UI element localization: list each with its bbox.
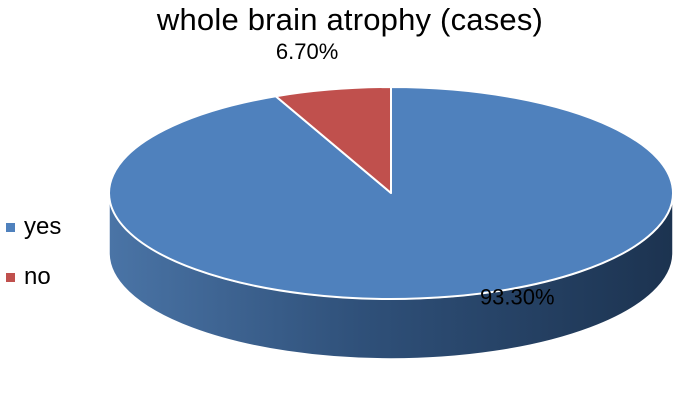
pie-data-labels: 93.30% 6.70% xyxy=(276,39,555,309)
legend-label-no: no xyxy=(24,263,51,290)
legend-label-yes: yes xyxy=(24,213,62,240)
pie-slice-no xyxy=(274,86,392,194)
legend-item-no: no xyxy=(6,260,61,294)
legend: yes no xyxy=(6,210,61,310)
data-label-no: 6.70% xyxy=(276,39,338,64)
chart-title: whole brain atrophy (cases) xyxy=(156,2,544,37)
legend-item-yes: yes xyxy=(6,210,61,244)
legend-swatch-yes xyxy=(6,222,15,232)
pie-top-face xyxy=(108,86,674,300)
legend-swatch-no xyxy=(6,272,15,282)
data-label-yes: 93.30% xyxy=(480,284,555,309)
